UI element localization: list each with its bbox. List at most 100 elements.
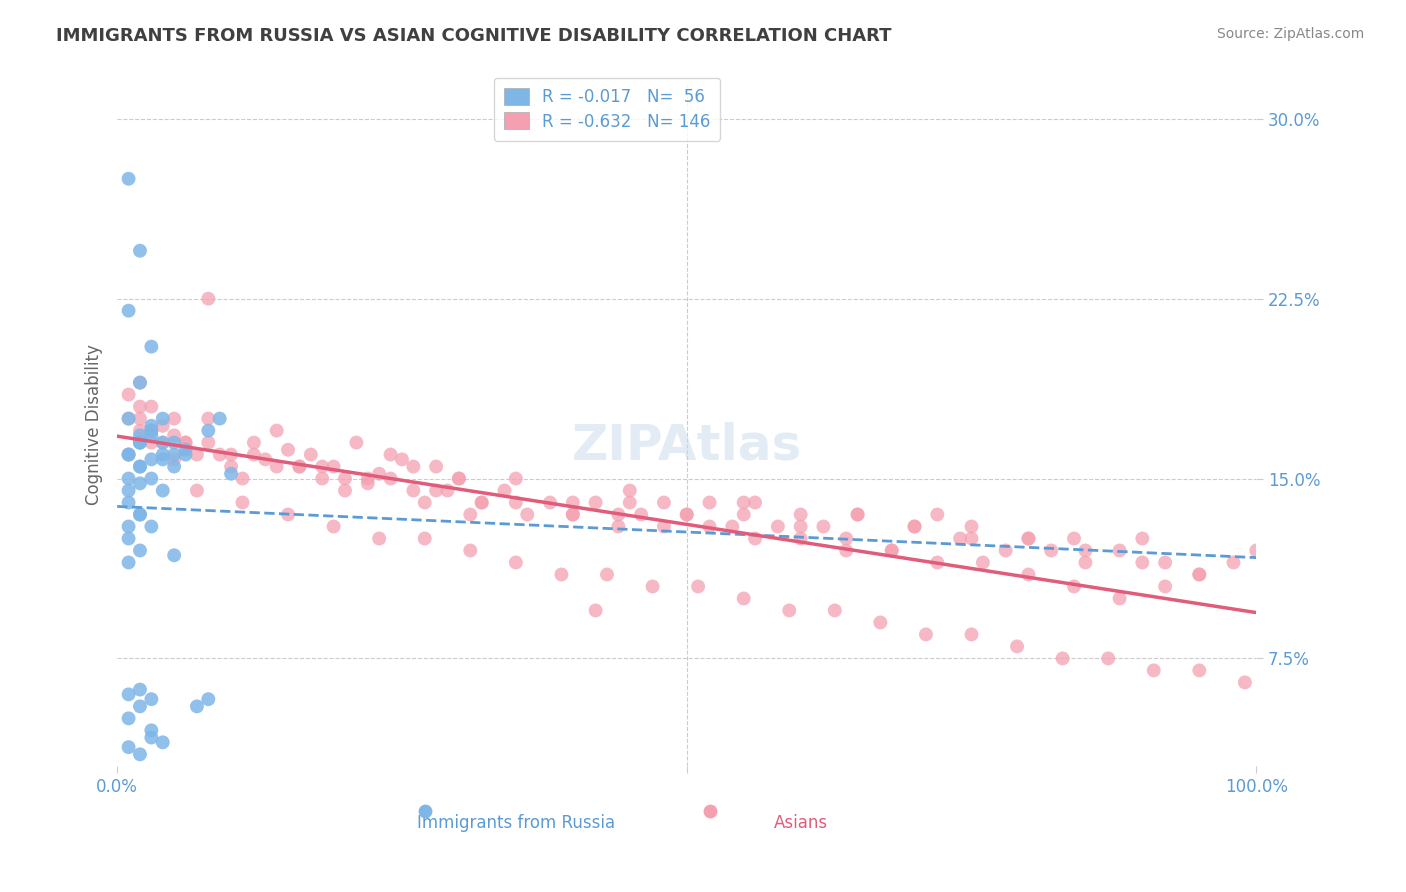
Point	[1052, 651, 1074, 665]
Point	[243, 435, 266, 450]
Point	[311, 471, 333, 485]
Point	[129, 508, 152, 522]
Point	[471, 495, 494, 509]
Point	[117, 711, 139, 725]
Point	[129, 699, 152, 714]
Point	[538, 495, 561, 509]
Point	[197, 424, 219, 438]
Point	[266, 459, 288, 474]
Point	[152, 411, 174, 425]
Point	[436, 483, 458, 498]
Point	[1154, 579, 1177, 593]
Point	[960, 627, 983, 641]
Point	[129, 435, 152, 450]
Point	[141, 731, 163, 745]
Point	[699, 495, 721, 509]
Point	[1130, 556, 1153, 570]
Point	[561, 508, 583, 522]
Point	[813, 519, 835, 533]
Point	[129, 508, 152, 522]
Point	[141, 428, 163, 442]
Point	[789, 519, 811, 533]
Point	[141, 340, 163, 354]
Point	[949, 532, 972, 546]
Point	[277, 508, 299, 522]
Point	[344, 435, 367, 450]
Point	[630, 508, 652, 522]
Point	[619, 495, 641, 509]
Point	[824, 603, 846, 617]
Point	[163, 448, 186, 462]
Point	[927, 556, 949, 570]
Y-axis label: Cognitive Disability: Cognitive Disability	[86, 344, 103, 505]
Point	[117, 171, 139, 186]
Point	[960, 519, 983, 533]
Point	[197, 435, 219, 450]
Text: ZIPAtlas: ZIPAtlas	[572, 421, 801, 469]
Point	[129, 682, 152, 697]
Point	[129, 435, 152, 450]
Point	[254, 452, 277, 467]
Point	[1188, 567, 1211, 582]
Point	[288, 459, 311, 474]
Point	[733, 508, 755, 522]
Point	[846, 508, 869, 522]
Point	[117, 448, 139, 462]
Point	[129, 424, 152, 438]
Point	[425, 459, 447, 474]
Point	[561, 508, 583, 522]
Point	[129, 459, 152, 474]
Point	[903, 519, 925, 533]
Point	[402, 459, 425, 474]
Point	[903, 519, 925, 533]
Point	[174, 435, 197, 450]
Point	[688, 579, 710, 593]
Point	[197, 292, 219, 306]
Point	[1017, 532, 1039, 546]
Point	[129, 435, 152, 450]
Point	[117, 556, 139, 570]
Point	[141, 519, 163, 533]
Point	[585, 603, 607, 617]
Point	[471, 495, 494, 509]
Point	[129, 376, 152, 390]
Point	[778, 603, 800, 617]
Point	[835, 532, 858, 546]
Point	[1074, 543, 1097, 558]
Point	[789, 508, 811, 522]
Legend: R = -0.017   N=  56, R = -0.632   N= 146: R = -0.017 N= 56, R = -0.632 N= 146	[494, 78, 720, 141]
Point	[1246, 543, 1268, 558]
Point	[117, 387, 139, 401]
Point	[152, 452, 174, 467]
Point	[380, 448, 402, 462]
Point	[186, 483, 208, 498]
Point	[141, 471, 163, 485]
Point	[652, 495, 675, 509]
Point	[152, 448, 174, 462]
Point	[129, 411, 152, 425]
Point	[733, 495, 755, 509]
Point	[458, 508, 481, 522]
Point	[789, 532, 811, 546]
Point	[186, 448, 208, 462]
Point	[299, 448, 322, 462]
Point	[231, 495, 253, 509]
Point	[607, 519, 630, 533]
Point	[117, 483, 139, 498]
Point	[152, 483, 174, 498]
Point	[141, 400, 163, 414]
Point	[1143, 664, 1166, 678]
Point	[994, 543, 1017, 558]
Point	[219, 467, 242, 481]
Point	[152, 435, 174, 450]
Point	[117, 532, 139, 546]
Point	[152, 735, 174, 749]
Point	[1063, 579, 1085, 593]
Point	[880, 543, 903, 558]
Point	[1188, 664, 1211, 678]
Point	[915, 627, 938, 641]
Point	[380, 471, 402, 485]
Point	[129, 428, 152, 442]
Point	[141, 418, 163, 433]
Point	[141, 452, 163, 467]
